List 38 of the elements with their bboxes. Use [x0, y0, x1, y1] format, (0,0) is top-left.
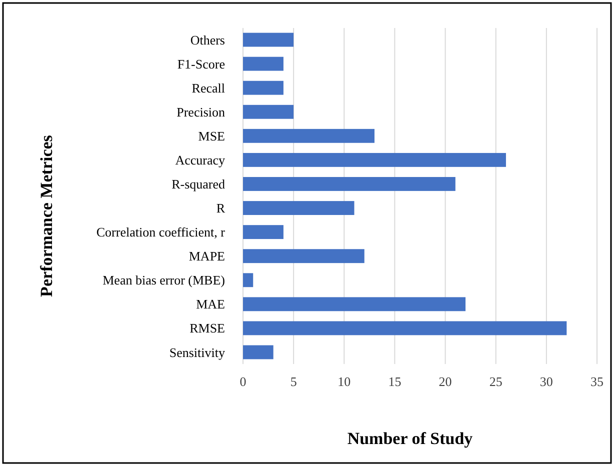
x-axis-title: Number of Study [347, 429, 474, 448]
bar [243, 345, 274, 360]
bar [243, 201, 354, 215]
x-tick-label: 0 [240, 374, 246, 389]
bar [243, 177, 456, 191]
x-tick-label: 10 [338, 374, 351, 389]
y-tick-label: Others [190, 32, 225, 48]
x-tick-label: 20 [438, 374, 452, 389]
y-tick-label: R [216, 200, 226, 216]
bar [243, 152, 506, 167]
y-tick-label: Correlation coefficient, r [96, 224, 226, 240]
y-tick-label: Mean bias error (MBE) [102, 272, 225, 288]
bar [243, 32, 294, 47]
bar [243, 273, 254, 288]
x-tick-label: 35 [590, 374, 604, 389]
y-tick-label: MSE [198, 128, 226, 144]
y-tick-label: RMSE [190, 320, 226, 336]
bar [243, 56, 284, 71]
bar [243, 321, 567, 336]
x-tick-label: 25 [489, 374, 502, 389]
y-tick-label: MAE [196, 296, 226, 312]
bar [243, 297, 466, 312]
y-tick-label: Accuracy [175, 152, 226, 168]
x-tick-label: 30 [540, 374, 553, 389]
bar [243, 225, 284, 240]
y-tick-label: Precision [176, 104, 226, 120]
y-tick-label: MAPE [188, 248, 226, 264]
x-tick-label: 5 [290, 374, 297, 389]
y-tick-label: F1-Score [177, 56, 226, 72]
bar [243, 104, 294, 119]
y-tick-label: Sensitivity [169, 344, 226, 360]
bar [243, 80, 284, 95]
x-tick-label: 15 [388, 374, 402, 389]
y-axis-title: Performance Metrices [37, 134, 56, 297]
y-tick-label: R-squared [172, 176, 226, 192]
y-tick-label: Recall [192, 80, 226, 96]
bar [243, 249, 364, 264]
bar [243, 128, 374, 143]
